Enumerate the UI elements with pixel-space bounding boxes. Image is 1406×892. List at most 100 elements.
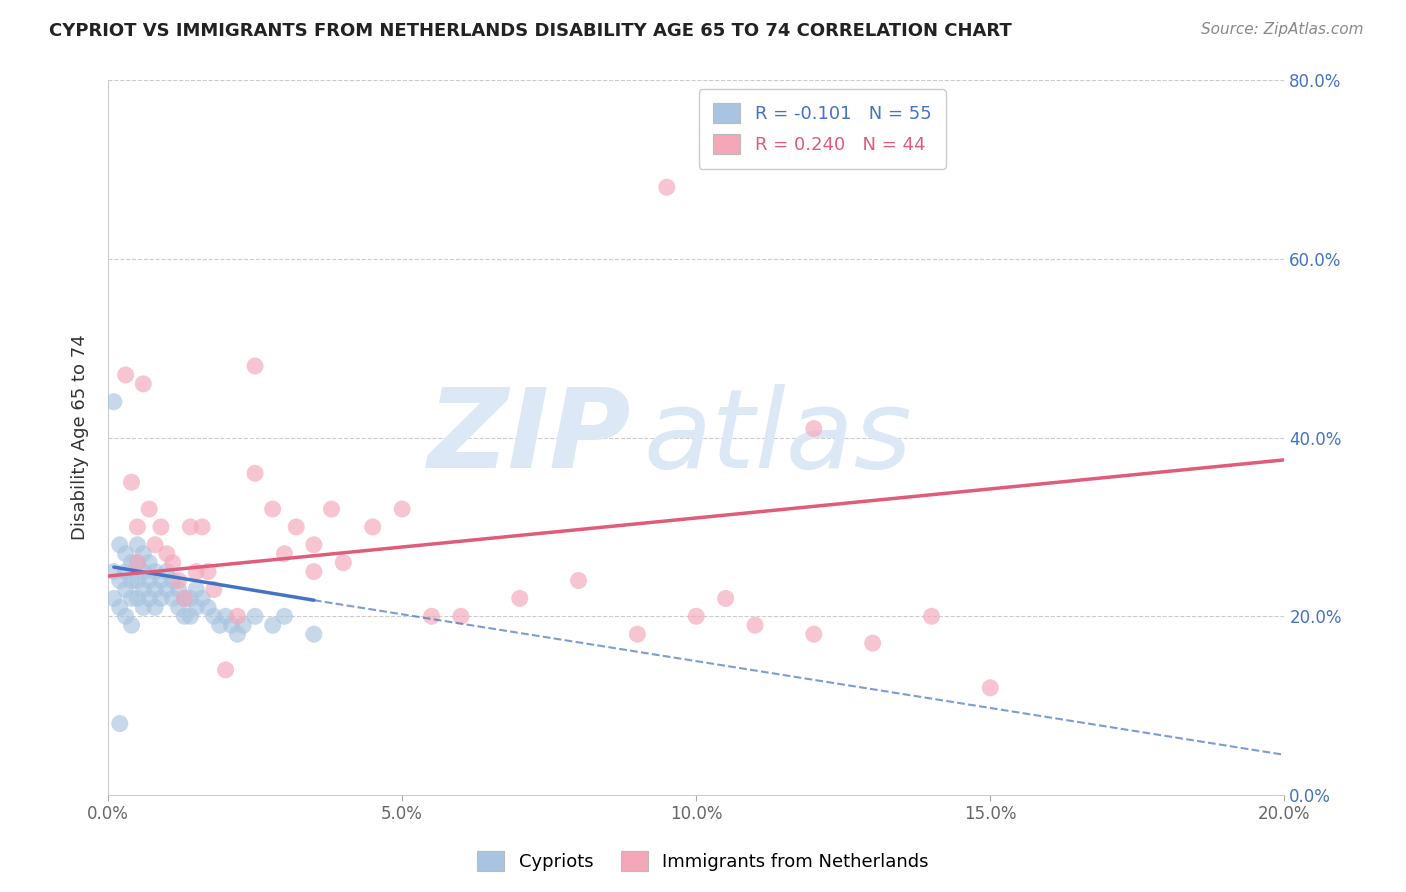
Point — [302, 565, 325, 579]
Point — [108, 574, 131, 588]
Point — [226, 609, 249, 624]
Point — [302, 627, 325, 641]
Point — [167, 600, 190, 615]
Point — [132, 565, 155, 579]
Point — [921, 609, 943, 624]
Point — [114, 368, 136, 382]
Point — [420, 609, 443, 624]
Point — [138, 574, 160, 588]
Point — [162, 591, 184, 606]
Point — [803, 421, 825, 435]
Point — [143, 538, 166, 552]
Point — [127, 591, 149, 606]
Point — [162, 556, 184, 570]
Point — [167, 582, 190, 597]
Point — [103, 394, 125, 409]
Point — [179, 591, 201, 606]
Point — [243, 609, 266, 624]
Point — [114, 547, 136, 561]
Point — [127, 538, 149, 552]
Point — [108, 538, 131, 552]
Point — [744, 618, 766, 632]
Point — [143, 582, 166, 597]
Point — [273, 609, 295, 624]
Point — [121, 618, 143, 632]
Point — [138, 591, 160, 606]
Point — [127, 574, 149, 588]
Point — [108, 600, 131, 615]
Point — [197, 565, 219, 579]
Point — [273, 547, 295, 561]
Text: atlas: atlas — [644, 384, 912, 491]
Point — [114, 609, 136, 624]
Point — [127, 520, 149, 534]
Point — [509, 591, 531, 606]
Point — [121, 475, 143, 490]
Point — [321, 502, 343, 516]
Point — [121, 574, 143, 588]
Point — [332, 556, 354, 570]
Point — [103, 565, 125, 579]
Point — [302, 538, 325, 552]
Point — [655, 180, 678, 194]
Point — [243, 359, 266, 373]
Point — [208, 618, 231, 632]
Point — [567, 574, 589, 588]
Point — [173, 591, 195, 606]
Point — [156, 582, 179, 597]
Point — [149, 574, 172, 588]
Point — [156, 547, 179, 561]
Point — [114, 582, 136, 597]
Point — [803, 627, 825, 641]
Point — [226, 627, 249, 641]
Point — [214, 609, 236, 624]
Point — [202, 609, 225, 624]
Point — [132, 582, 155, 597]
Point — [138, 556, 160, 570]
Point — [450, 609, 472, 624]
Point — [167, 574, 190, 588]
Point — [132, 600, 155, 615]
Point — [132, 547, 155, 561]
Point — [179, 520, 201, 534]
Point — [186, 600, 208, 615]
Point — [108, 716, 131, 731]
Point — [121, 556, 143, 570]
Point — [361, 520, 384, 534]
Point — [232, 618, 254, 632]
Point — [391, 502, 413, 516]
Legend: Cypriots, Immigrants from Netherlands: Cypriots, Immigrants from Netherlands — [470, 844, 936, 879]
Point — [191, 591, 214, 606]
Point — [197, 600, 219, 615]
Point — [103, 591, 125, 606]
Point — [132, 376, 155, 391]
Point — [243, 467, 266, 481]
Point — [186, 582, 208, 597]
Text: ZIP: ZIP — [427, 384, 631, 491]
Point — [285, 520, 308, 534]
Point — [173, 609, 195, 624]
Point — [143, 565, 166, 579]
Point — [114, 565, 136, 579]
Point — [191, 520, 214, 534]
Point — [979, 681, 1001, 695]
Point — [179, 609, 201, 624]
Point — [186, 565, 208, 579]
Legend: R = -0.101   N = 55, R = 0.240   N = 44: R = -0.101 N = 55, R = 0.240 N = 44 — [699, 89, 946, 169]
Point — [214, 663, 236, 677]
Point — [202, 582, 225, 597]
Point — [262, 502, 284, 516]
Point — [714, 591, 737, 606]
Text: CYPRIOT VS IMMIGRANTS FROM NETHERLANDS DISABILITY AGE 65 TO 74 CORRELATION CHART: CYPRIOT VS IMMIGRANTS FROM NETHERLANDS D… — [49, 22, 1012, 40]
Point — [221, 618, 243, 632]
Point — [262, 618, 284, 632]
Point — [162, 574, 184, 588]
Point — [149, 591, 172, 606]
Point — [149, 520, 172, 534]
Point — [138, 502, 160, 516]
Text: Source: ZipAtlas.com: Source: ZipAtlas.com — [1201, 22, 1364, 37]
Point — [143, 600, 166, 615]
Point — [626, 627, 648, 641]
Point — [173, 591, 195, 606]
Point — [862, 636, 884, 650]
